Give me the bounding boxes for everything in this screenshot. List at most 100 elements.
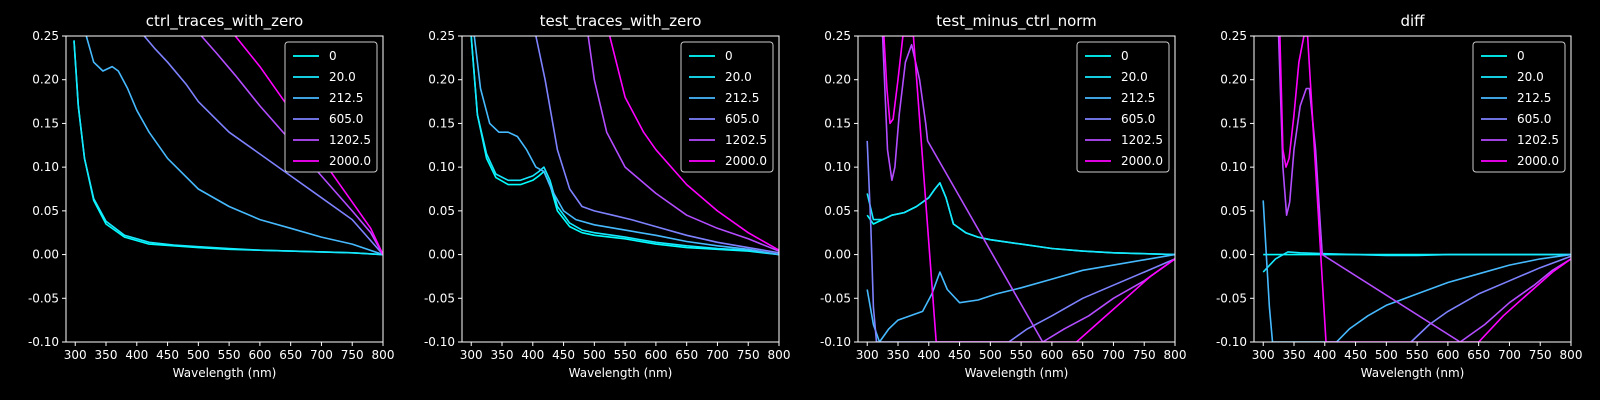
axes-frame — [461, 35, 780, 343]
x-tick-label: 450 — [948, 348, 971, 362]
series-line-2 — [73, 40, 383, 256]
x-tick-label: 500 — [979, 348, 1002, 362]
x-axis-label: Wavelength (nm) — [965, 366, 1069, 380]
legend: 0 20.0 212.5 605.0 1202.5 2000.0 — [1472, 41, 1566, 173]
x-tick-label: 300 — [1252, 348, 1275, 362]
y-tick-label: 0.00 — [1220, 248, 1247, 262]
x-tick-label: 700 — [1498, 348, 1521, 362]
y-tick-label: 0.10 — [1220, 160, 1247, 174]
y-tick-label: -0.05 — [28, 291, 59, 305]
x-tick-label: 550 — [218, 348, 241, 362]
x-tick-label: 550 — [1406, 348, 1429, 362]
x-tick-label: 350 — [887, 348, 910, 362]
y-tick-label: 0.25 — [428, 29, 455, 43]
x-tick-label: 400 — [1313, 348, 1336, 362]
y-tick-label: 0.05 — [1220, 204, 1247, 218]
y-tick-label: 0.10 — [32, 160, 59, 174]
chart-title: test_minus_ctrl_norm — [936, 12, 1097, 31]
y-tick-label: 0.10 — [824, 160, 851, 174]
x-tick-label: 400 — [917, 348, 940, 362]
chart-panel-3: 300 350 400 450 500 550 600 650 700 750 800 -0.10 -0… — [820, 12, 1187, 380]
y-tick-label: 0.05 — [824, 204, 851, 218]
y-tick-label: 0.15 — [428, 116, 455, 130]
chart-panel-4: 300 350 400 450 500 550 600 650 700 750 800 -0.10 -0… — [1216, 12, 1583, 380]
y-tick-label: -0.10 — [1216, 335, 1247, 349]
y-tick-label: -0.05 — [424, 291, 455, 305]
x-tick-label: 450 — [1344, 348, 1367, 362]
series-line-4 — [866, 140, 1175, 342]
y-tick-label: 0.15 — [824, 116, 851, 130]
x-tick-label: 350 — [95, 348, 118, 362]
legend-label: 1202.5 — [1121, 133, 1163, 147]
legend-label: 0 — [725, 49, 733, 63]
legend-label: 1202.5 — [329, 133, 371, 147]
x-tick-label: 400 — [125, 348, 148, 362]
legend-label: 212.5 — [1517, 91, 1551, 105]
series-line-4 — [143, 36, 383, 256]
series-line-4 — [1410, 255, 1571, 342]
legend-label: 2000.0 — [1121, 154, 1163, 168]
x-tick-label: 550 — [614, 348, 637, 362]
y-tick-label: 0.15 — [1220, 116, 1247, 130]
x-tick-label: 650 — [1071, 348, 1094, 362]
x-tick-label: 600 — [1040, 348, 1063, 362]
legend: 0 20.0 212.5 605.0 1202.5 2000.0 — [1076, 41, 1170, 173]
chart-panel-2: 300 350 400 450 500 550 600 650 700 750 800 -0.10 -0… — [424, 12, 791, 380]
legend-label: 212.5 — [1121, 91, 1155, 105]
legend-label: 2000.0 — [1517, 154, 1559, 168]
series-line-5 — [587, 36, 779, 252]
y-tick-label: 0.20 — [1220, 73, 1247, 87]
series-line-3 — [1262, 200, 1571, 342]
x-tick-label: 450 — [552, 348, 575, 362]
legend: 0 20.0 212.5 605.0 1202.5 2000.0 — [284, 41, 378, 173]
x-tick-label: 700 — [1102, 348, 1125, 362]
x-tick-label: 750 — [341, 348, 364, 362]
x-tick-label: 450 — [156, 348, 179, 362]
series-line-5 — [1277, 36, 1571, 342]
series-line-3 — [473, 36, 779, 256]
y-tick-label: 0.05 — [32, 204, 59, 218]
x-tick-label: 750 — [737, 348, 760, 362]
legend-label: 1202.5 — [1517, 133, 1559, 147]
series-line-5 — [881, 36, 1175, 342]
legend-label: 605.0 — [1517, 112, 1551, 126]
x-tick-label: 600 — [644, 348, 667, 362]
x-tick-label: 800 — [372, 348, 395, 362]
y-tick-label: 0.25 — [824, 29, 851, 43]
y-tick-label: -0.05 — [1216, 291, 1247, 305]
series-group — [866, 36, 1175, 342]
series-line-3 — [85, 36, 383, 256]
legend-label: 20.0 — [1517, 70, 1544, 84]
x-tick-label: 800 — [1560, 348, 1583, 362]
x-tick-label: 750 — [1529, 348, 1552, 362]
series-line-6 — [608, 36, 779, 251]
x-tick-label: 350 — [491, 348, 514, 362]
x-tick-label: 500 — [1375, 348, 1398, 362]
y-tick-label: 0.10 — [428, 160, 455, 174]
legend-label: 212.5 — [329, 91, 363, 105]
legend-label: 0 — [329, 49, 337, 63]
y-tick-label: 0.15 — [32, 116, 59, 130]
legend-label: 2000.0 — [329, 154, 371, 168]
x-tick-label: 500 — [583, 348, 606, 362]
chart-title: diff — [1400, 12, 1425, 30]
series-line-2 — [866, 182, 1175, 256]
legend-label: 20.0 — [329, 70, 356, 84]
legend-label: 1202.5 — [725, 133, 767, 147]
y-tick-label: 0.20 — [428, 73, 455, 87]
series-line-1 — [470, 36, 779, 256]
series-line-2 — [1262, 251, 1571, 273]
y-tick-label: -0.10 — [28, 335, 59, 349]
y-tick-label: 0.00 — [428, 248, 455, 262]
chart-title: test_traces_with_zero — [540, 12, 702, 31]
x-tick-label: 300 — [64, 348, 87, 362]
x-tick-label: 700 — [706, 348, 729, 362]
y-tick-label: 0.20 — [824, 73, 851, 87]
y-tick-label: 0.00 — [824, 248, 851, 262]
x-tick-label: 800 — [1164, 348, 1187, 362]
x-tick-label: 750 — [1133, 348, 1156, 362]
y-tick-label: 0.20 — [32, 73, 59, 87]
legend-label: 20.0 — [1121, 70, 1148, 84]
axes-frame — [1253, 35, 1572, 343]
